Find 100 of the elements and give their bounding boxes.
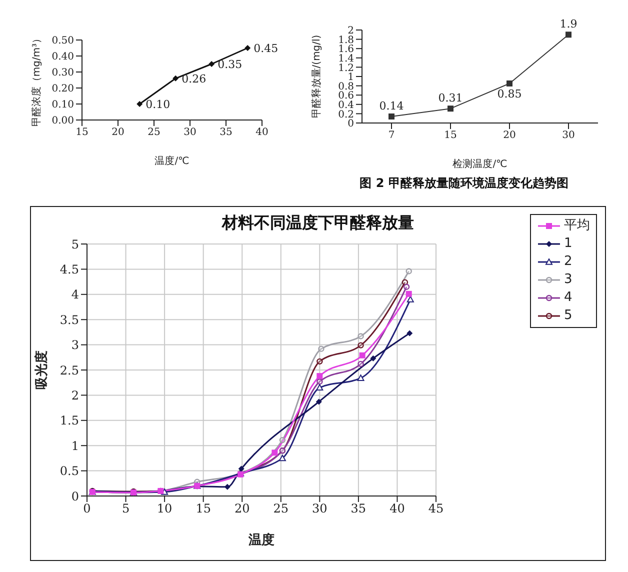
point	[316, 384, 324, 391]
y-tick-label: 0.2	[338, 109, 354, 120]
y-tick-label: 5	[71, 237, 79, 252]
point	[506, 80, 512, 86]
x-tick-label: 5	[122, 502, 130, 516]
y-tick-label: 0.50	[52, 36, 74, 47]
point	[172, 75, 179, 82]
y-tick-label: 0.40	[52, 52, 74, 63]
y-tick-label: 1.8	[338, 34, 354, 46]
y-tick-label: 0.10	[52, 100, 74, 111]
legend-label: 3	[564, 271, 572, 289]
y-tick-label: 4	[71, 288, 80, 302]
y-tick-label: 1.6	[338, 44, 354, 56]
text: 图 2 甲醛释放量随环境温度变化趋势图	[358, 175, 570, 192]
point	[359, 352, 366, 358]
y-tick-label: 2	[71, 388, 79, 402]
x-tick-label: 40	[256, 127, 268, 138]
point	[402, 279, 408, 286]
x-tick-label: 10	[156, 502, 172, 516]
x-tick-label: 35	[220, 127, 232, 138]
point	[316, 373, 323, 380]
x-tick-label: 35	[350, 502, 366, 516]
point	[403, 284, 410, 290]
point	[448, 106, 454, 112]
x-tick-label: 40	[390, 502, 405, 516]
point	[136, 101, 143, 107]
legend-label: 2	[564, 253, 572, 271]
x-tick-label: 15	[444, 130, 457, 142]
y-axis-title: 甲醛释放量/(mg/l)	[310, 34, 323, 118]
data-label: 0.26	[182, 72, 206, 86]
x-tick-label: 45	[428, 502, 444, 516]
point	[406, 330, 413, 336]
point	[316, 398, 322, 405]
point	[316, 378, 323, 385]
y-tick-label: 3	[71, 338, 79, 352]
y-axis-title: 吸光度	[34, 350, 50, 390]
point	[370, 355, 376, 362]
point	[566, 32, 572, 38]
y-tick-label: 1	[348, 72, 354, 84]
x-tick-label: 7	[388, 130, 395, 142]
y-tick-label: 4.5	[60, 262, 79, 276]
data-label: 0.45	[254, 42, 278, 55]
x-tick-label: 30	[562, 130, 575, 142]
x-axis-title: 温度/℃	[154, 155, 190, 167]
y-tick-label: 0.00	[52, 116, 74, 127]
legend-label: 4	[564, 289, 572, 307]
point	[272, 450, 278, 456]
x-axis-title: 温度	[248, 532, 274, 548]
y-tick-label: 0.5	[60, 464, 79, 478]
point	[318, 346, 324, 352]
y-tick-label: 0.30	[52, 68, 74, 79]
point	[406, 290, 412, 297]
point	[316, 358, 323, 365]
y-tick-label: 1	[71, 438, 79, 453]
point	[357, 374, 364, 381]
x-tick-label: 20	[234, 502, 250, 516]
point	[238, 466, 244, 472]
point	[278, 454, 286, 462]
point	[358, 333, 364, 340]
y-tick-label: 1.2	[338, 62, 354, 74]
y-axis-title: 甲醛浓度（mg/m³）	[30, 33, 43, 127]
point	[358, 342, 364, 348]
point	[388, 113, 394, 120]
legend-label: 5	[564, 307, 572, 325]
x-tick-label: 25	[148, 127, 160, 138]
y-tick-label: 0	[71, 489, 79, 504]
y-tick-label: 1.4	[338, 53, 354, 64]
x-tick-label: 15	[196, 502, 211, 516]
chart-title: 材料不同温度下甲醛释放量	[222, 213, 414, 232]
y-tick-label: 0.8	[338, 81, 354, 92]
data-label: 0.31	[438, 92, 463, 105]
x-tick-label: 30	[312, 502, 328, 516]
point	[224, 484, 230, 490]
x-axis-title: 检测温度/℃	[452, 158, 508, 170]
x-tick-label: 20	[112, 127, 124, 138]
point	[358, 360, 364, 368]
y-tick-label: 1.5	[60, 414, 79, 428]
x-tick-label: 30	[184, 127, 196, 138]
point	[279, 436, 286, 444]
data-label: 0.10	[146, 98, 170, 111]
y-tick-label: 0.6	[338, 90, 354, 102]
y-tick-label: 2	[348, 26, 354, 37]
y-tick-label: 3.5	[60, 312, 79, 327]
data-label: 0.85	[497, 87, 522, 100]
legend-label: 平均	[564, 217, 590, 235]
y-tick-label: 0	[348, 118, 354, 130]
x-tick-label: 0	[83, 502, 91, 516]
y-tick-label: 0.20	[52, 84, 74, 95]
legend-label: 1	[564, 235, 572, 253]
data-label: 0.14	[379, 99, 404, 112]
x-tick-label: 15	[76, 127, 88, 138]
point	[244, 45, 251, 51]
data-label: 1.9	[560, 18, 578, 31]
point	[208, 61, 215, 67]
y-tick-label: 0.4	[338, 100, 354, 111]
point	[406, 268, 412, 274]
point	[406, 296, 414, 302]
x-tick-label: 20	[503, 130, 516, 142]
data-label: 0.35	[218, 58, 242, 71]
x-tick-label: 25	[273, 502, 289, 516]
